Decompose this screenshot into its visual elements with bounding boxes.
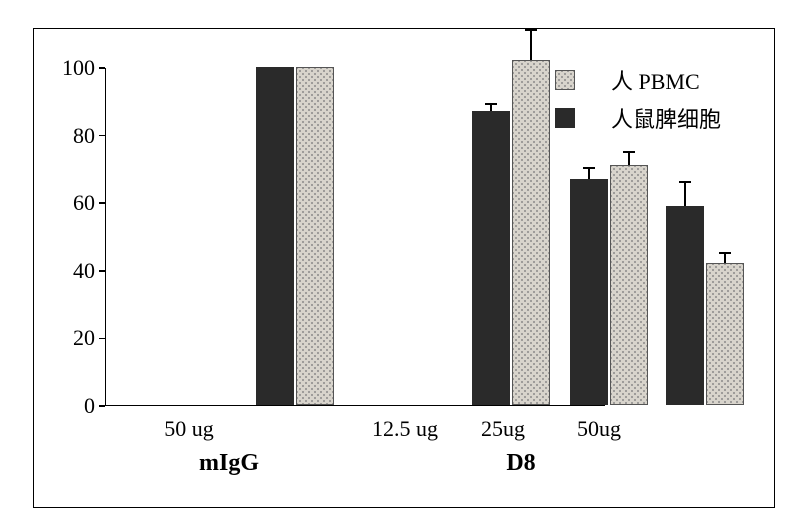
- ytick-label: 60: [0, 190, 95, 216]
- error-cap: [583, 167, 595, 169]
- ytick-mark: [99, 338, 105, 340]
- legend-label: 人鼠脾细胞: [611, 102, 721, 134]
- bar-D8_25ug-light: [610, 165, 648, 405]
- bar-D8_50ug-light: [706, 263, 744, 405]
- legend-swatch-dark: [555, 108, 575, 128]
- legend-swatch-light: [555, 70, 575, 90]
- ytick-mark: [99, 405, 105, 407]
- error-stem: [724, 253, 726, 263]
- error-stem: [588, 168, 590, 178]
- ytick-label: 0: [0, 393, 95, 419]
- error-cap: [623, 151, 635, 153]
- legend-label: 人 PBMC: [611, 64, 700, 96]
- xgroup-label-D8_12_5ug: 12.5 ug: [372, 416, 438, 442]
- error-cap: [719, 252, 731, 254]
- xgroup-label-D8_50ug: 50ug: [577, 416, 621, 442]
- bar-D8_50ug-dark: [666, 206, 704, 405]
- ytick-mark: [99, 135, 105, 137]
- error-stem: [530, 30, 532, 60]
- legend: 人 PBMC 人鼠脾细胞: [555, 64, 721, 140]
- error-stem: [490, 104, 492, 111]
- legend-row: 人 PBMC: [555, 64, 721, 96]
- bar-mIgG_50ug-dark: [256, 67, 294, 405]
- error-stem: [684, 182, 686, 206]
- section-label: mIgG: [199, 450, 259, 477]
- xgroup-label-D8_25ug: 25ug: [481, 416, 525, 442]
- bar-D8_12_5ug-dark: [472, 111, 510, 405]
- plot-area: [105, 68, 605, 406]
- bar-mIgG_50ug-light: [296, 67, 334, 405]
- section-label: D8: [506, 450, 535, 477]
- legend-row: 人鼠脾细胞: [555, 102, 721, 134]
- ytick-mark: [99, 270, 105, 272]
- ytick-label: 80: [0, 123, 95, 149]
- ytick-mark: [99, 67, 105, 69]
- error-cap: [679, 181, 691, 183]
- bar-D8_25ug-dark: [570, 179, 608, 405]
- ytick-label: 40: [0, 258, 95, 284]
- error-cap: [525, 29, 537, 31]
- bar-D8_12_5ug-light: [512, 60, 550, 405]
- xgroup-label-mIgG_50ug: 50 ug: [164, 416, 214, 442]
- ytick-label: 100: [0, 55, 95, 81]
- error-stem: [628, 152, 630, 166]
- ytick-label: 20: [0, 325, 95, 351]
- ytick-mark: [99, 202, 105, 204]
- error-cap: [485, 103, 497, 105]
